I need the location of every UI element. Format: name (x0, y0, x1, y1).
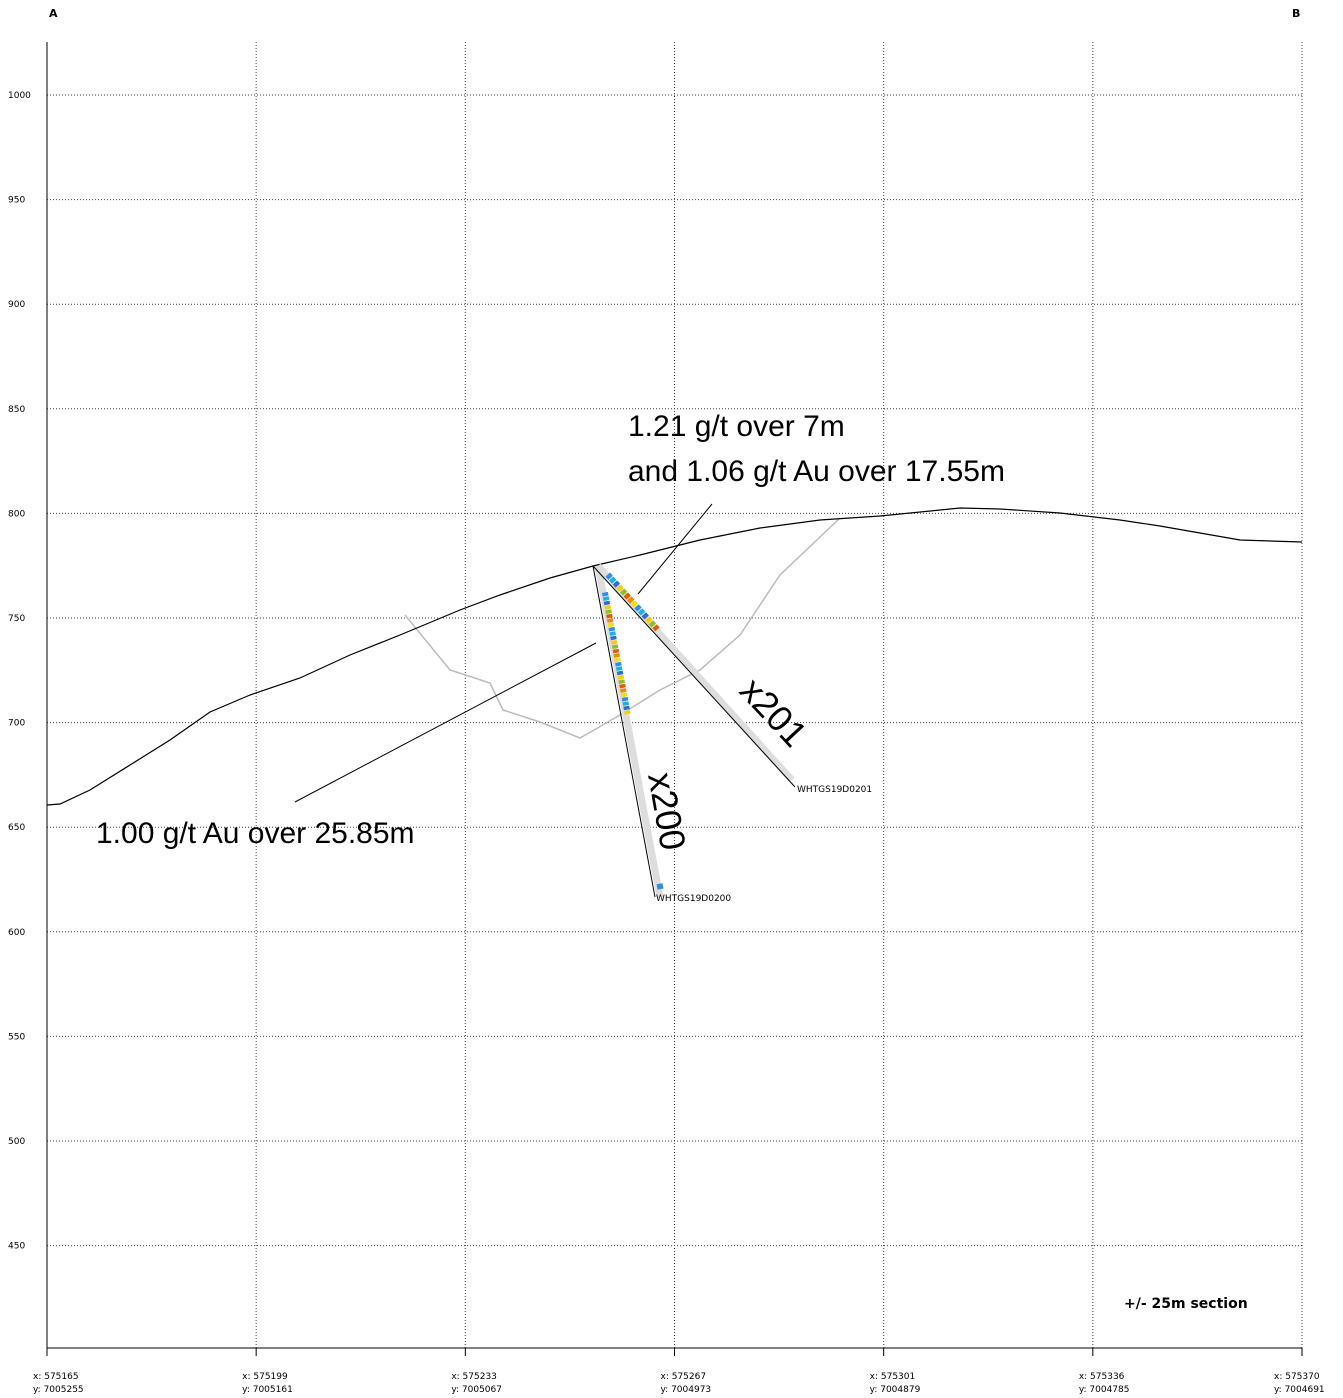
x-tick-label: x: 575336 (1079, 1372, 1125, 1382)
assay (617, 675, 625, 680)
y-tick-label: 650 (8, 823, 25, 833)
y-tick-label: 900 (8, 300, 25, 310)
annotation: 1.00 g/t Au over 25.85m (96, 817, 415, 850)
assay (627, 596, 635, 604)
assay (612, 580, 621, 588)
assay-intervals (602, 572, 664, 890)
assay (611, 644, 619, 650)
leader-201 (637, 503, 713, 595)
assay (623, 705, 630, 711)
x-tick-label: y: 7004973 (661, 1385, 712, 1395)
assay (630, 600, 639, 608)
assay (612, 648, 620, 654)
assay (609, 631, 616, 636)
assay (614, 657, 621, 663)
hole-201 (592, 565, 796, 788)
axis-labels: 1000 950 900 850 800 750 700 650 600 550 500 450 x: … (8, 91, 1325, 1395)
x-tick-label: x: 575301 (870, 1372, 916, 1382)
x-tick-label: y: 7004785 (1079, 1385, 1130, 1395)
assay (605, 572, 613, 580)
assay (611, 640, 618, 645)
y-tick-label: 700 (8, 719, 25, 729)
y-tick-label: 450 (8, 1242, 25, 1252)
assay (606, 618, 614, 623)
assay (618, 679, 625, 685)
assay (619, 683, 626, 689)
assay (608, 626, 616, 632)
y-tick-label: 550 (8, 1032, 25, 1042)
assay (616, 670, 624, 676)
x-tick-label: x: 575233 (451, 1372, 497, 1382)
y-tick-label: 800 (8, 509, 25, 519)
assay (645, 616, 653, 624)
assay (616, 584, 624, 592)
corner-a: A (49, 7, 58, 20)
y-tick-label: 750 (8, 614, 25, 624)
assay (610, 635, 617, 641)
y-tick-label: 500 (8, 1137, 25, 1147)
assay (615, 661, 622, 667)
y-tick-label: 1000 (8, 91, 31, 101)
assay (619, 588, 628, 596)
x-tick-label: x: 575199 (242, 1372, 288, 1382)
assay (602, 596, 610, 601)
leader-200 (294, 642, 597, 803)
assay (623, 592, 631, 600)
hole-id: WHTGS19D0201 (797, 785, 872, 795)
assay (605, 609, 612, 615)
assay (656, 883, 664, 890)
grid (46, 42, 1303, 1348)
corner-b: B (1292, 7, 1300, 20)
assay (613, 653, 621, 658)
y-tick-label: 850 (8, 405, 25, 415)
x-tick-label: x: 575165 (33, 1372, 79, 1382)
x-tick-label: x: 575370 (1274, 1372, 1320, 1382)
annotation: 1.21 g/t over 7m (628, 410, 845, 443)
assay (606, 613, 613, 619)
assay (609, 576, 617, 584)
assay (641, 612, 649, 620)
assay (604, 605, 612, 610)
grey-surface (404, 517, 841, 739)
x-tick-label: y: 7005161 (242, 1385, 293, 1395)
assay (652, 624, 660, 632)
section-note: +/- 25m section (1124, 1296, 1248, 1312)
assay (648, 620, 657, 628)
assay (620, 692, 628, 698)
assay (607, 622, 615, 628)
x-tick-label: x: 575267 (661, 1372, 707, 1382)
assay (620, 688, 627, 693)
assay (624, 710, 631, 715)
hole-label: x201 (732, 669, 815, 754)
assay (603, 600, 611, 606)
x-tick-label: y: 7004691 (1274, 1385, 1325, 1395)
assay (602, 591, 609, 597)
hole-id: WHTGS19D0200 (656, 894, 731, 904)
assay (615, 666, 623, 671)
assay (621, 696, 629, 702)
x-tick-label: y: 7005255 (33, 1385, 84, 1395)
assay (637, 608, 646, 616)
x-tick-label: y: 7005067 (451, 1385, 502, 1395)
y-tick-label: 950 (8, 196, 25, 206)
hole-200 (592, 565, 656, 898)
x-tick-label: y: 7004879 (870, 1385, 921, 1395)
annotation: and 1.06 g/t Au over 17.55m (628, 455, 1005, 488)
y-tick-label: 600 (8, 928, 25, 938)
assay (622, 701, 630, 706)
assay (634, 604, 642, 612)
